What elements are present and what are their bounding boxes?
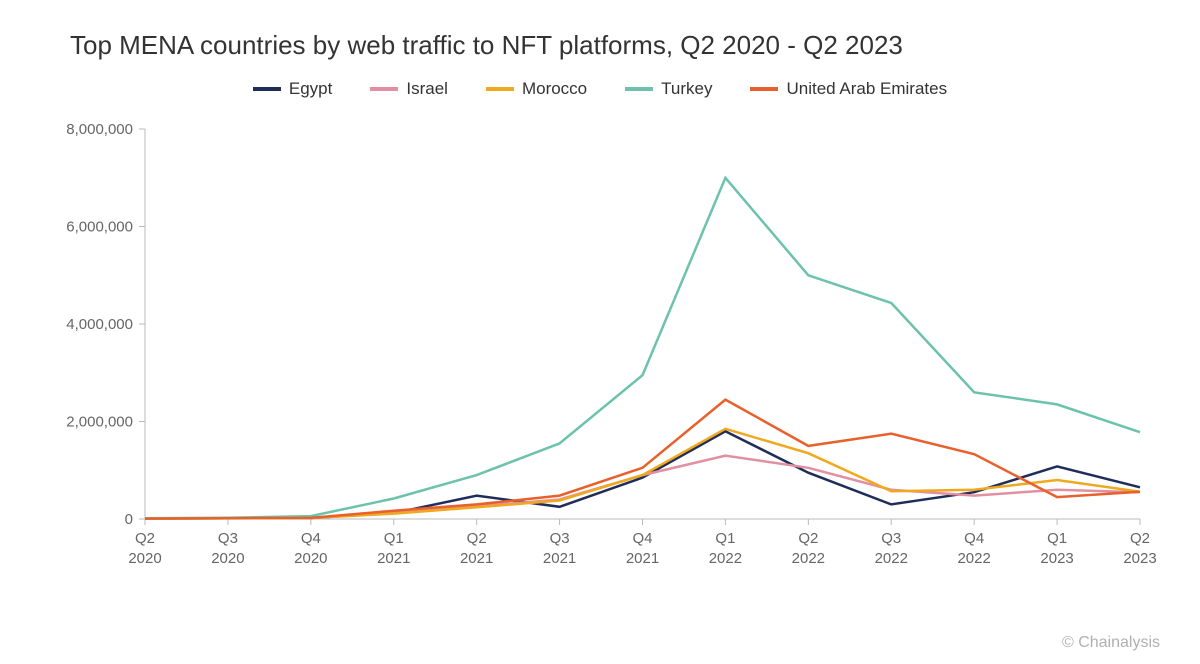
legend-swatch (625, 87, 653, 91)
legend-item: Egypt (253, 79, 332, 99)
x-tick-label-year: 2020 (211, 550, 244, 567)
legend-label: Morocco (522, 79, 587, 99)
legend-item: United Arab Emirates (750, 79, 947, 99)
legend-label: United Arab Emirates (786, 79, 947, 99)
chart-container: Top MENA countries by web traffic to NFT… (0, 0, 1200, 664)
attribution: © Chainalysis (1062, 634, 1160, 652)
legend: Egypt Israel Morocco Turkey United Arab Emir… (40, 79, 1160, 99)
legend-swatch (750, 87, 778, 91)
chart-svg: 0 2,000,000 4,000,000 6,000,000 8,000,000 Q2 2… (40, 109, 1160, 589)
x-tick-label-quarter: Q3 (881, 530, 901, 547)
legend-swatch (370, 87, 398, 91)
x-tick-label-year: 2023 (1123, 550, 1156, 567)
x-tick-label-year: 2020 (128, 550, 161, 567)
y-tick-label: 2,000,000 (66, 414, 133, 431)
x-tick-label-quarter: Q1 (715, 530, 735, 547)
x-tick-label-year: 2020 (294, 550, 327, 567)
chart-title: Top MENA countries by web traffic to NFT… (70, 30, 1160, 61)
x-tick-label-year: 2022 (709, 550, 742, 567)
x-tick-label-year: 2022 (957, 550, 990, 567)
x-tick-label-quarter: Q3 (218, 530, 238, 547)
legend-swatch (253, 87, 281, 91)
plot-area: 0 2,000,000 4,000,000 6,000,000 8,000,000 Q2 2… (40, 109, 1160, 589)
x-tick-label-year: 2022 (875, 550, 908, 567)
x-tick-label-year: 2021 (626, 550, 659, 567)
x-tick-label-quarter: Q2 (467, 530, 487, 547)
x-tick-label-quarter: Q4 (964, 530, 984, 547)
x-tick-label-year: 2023 (1040, 550, 1073, 567)
x-tick-label-year: 2021 (543, 550, 576, 567)
x-tick-label-quarter: Q4 (301, 530, 321, 547)
y-tick-label: 8,000,000 (66, 121, 133, 138)
x-tick-label-year: 2021 (377, 550, 410, 567)
x-tick-label-quarter: Q1 (384, 530, 404, 547)
legend-item: Morocco (486, 79, 587, 99)
x-tick-label-year: 2021 (460, 550, 493, 567)
x-tick-label-quarter: Q2 (135, 530, 155, 547)
legend-item: Israel (370, 79, 448, 99)
y-tick-label: 4,000,000 (66, 316, 133, 333)
legend-item: Turkey (625, 79, 712, 99)
x-tick-label-quarter: Q1 (1047, 530, 1067, 547)
series-line (145, 400, 1140, 519)
y-tick-label: 0 (125, 511, 133, 528)
legend-swatch (486, 87, 514, 91)
legend-label: Turkey (661, 79, 712, 99)
y-tick-label: 6,000,000 (66, 219, 133, 236)
x-tick-label-quarter: Q2 (1130, 530, 1150, 547)
legend-label: Egypt (289, 79, 332, 99)
x-tick-label-year: 2022 (792, 550, 825, 567)
x-tick-label-quarter: Q4 (632, 530, 652, 547)
x-tick-label-quarter: Q2 (798, 530, 818, 547)
series-line (145, 429, 1140, 519)
x-tick-label-quarter: Q3 (550, 530, 570, 547)
legend-label: Israel (406, 79, 448, 99)
